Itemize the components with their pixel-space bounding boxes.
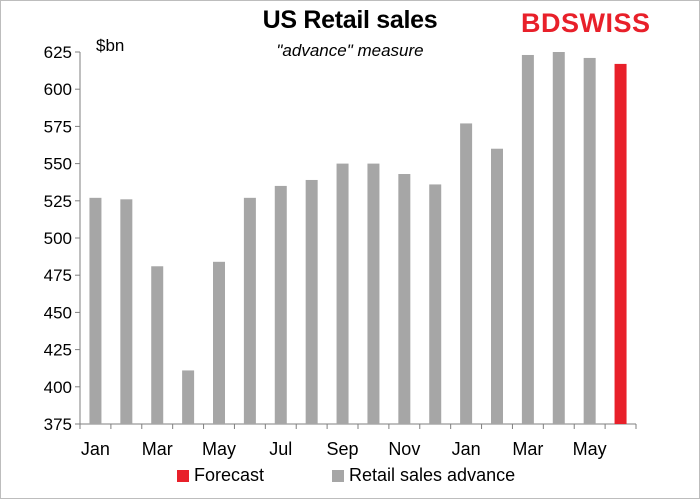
y-tick-label: 500	[44, 229, 72, 248]
bar-retail-sales	[305, 179, 318, 424]
bar-retail-sales	[429, 184, 442, 424]
y-tick-label: 625	[44, 43, 72, 62]
bar-retail-sales	[151, 266, 164, 424]
legend-item-forecast: Forecast	[177, 465, 264, 486]
bar-retail-sales	[398, 174, 411, 424]
bar-retail-sales	[552, 52, 565, 424]
legend-swatch-retail-sales	[332, 469, 344, 482]
bar-retail-sales	[243, 197, 256, 424]
bar-retail-sales	[182, 370, 195, 424]
legend-swatch-forecast	[177, 469, 189, 482]
bar-retail-sales	[583, 57, 596, 425]
y-tick-label: 475	[44, 266, 72, 285]
y-tick-label: 400	[44, 378, 72, 397]
legend-item-retail-sales: Retail sales advance	[332, 465, 515, 486]
x-tick-label: Mar	[512, 439, 543, 459]
x-tick-label: Sep	[327, 439, 359, 459]
bar-retail-sales	[213, 261, 225, 424]
bar-retail-sales	[491, 148, 503, 424]
y-tick-label: 550	[44, 155, 72, 174]
y-tick-label: 425	[44, 341, 72, 360]
bar-retail-sales	[367, 163, 380, 424]
y-tick-label: 525	[44, 192, 72, 211]
bar-retail-sales	[89, 197, 102, 424]
bar-retail-sales	[336, 163, 349, 424]
x-tick-label: Nov	[388, 439, 420, 459]
bdswiss-logo: BDSWISS	[521, 8, 651, 39]
x-tick-label: Jul	[269, 439, 292, 459]
bar-forecast	[614, 63, 627, 425]
logo-text-swiss: SWISS	[561, 8, 651, 38]
chart-legend: Forecast Retail sales advance	[0, 465, 700, 489]
bar-retail-sales	[460, 123, 473, 424]
y-axis-unit-label: $bn	[96, 36, 125, 55]
x-tick-label: Jan	[81, 439, 110, 459]
bar-retail-sales	[274, 185, 287, 424]
bar-retail-sales	[120, 199, 133, 424]
y-tick-label: 600	[44, 80, 72, 99]
logo-text-bd: BD	[521, 8, 561, 38]
bar-retail-sales	[521, 54, 534, 424]
y-tick-label: 375	[44, 415, 72, 434]
legend-label-forecast: Forecast	[194, 465, 265, 485]
legend-label-retail-sales: Retail sales advance	[349, 465, 516, 485]
x-tick-label: May	[202, 439, 236, 459]
y-tick-label: 450	[44, 303, 72, 322]
chart-subtitle: "advance" measure	[276, 41, 424, 60]
chart-title: US Retail sales	[262, 6, 438, 34]
x-tick-label: Jan	[452, 439, 481, 459]
x-tick-label: Mar	[142, 439, 173, 459]
y-tick-label: 575	[44, 117, 72, 136]
x-tick-label: May	[573, 439, 607, 459]
